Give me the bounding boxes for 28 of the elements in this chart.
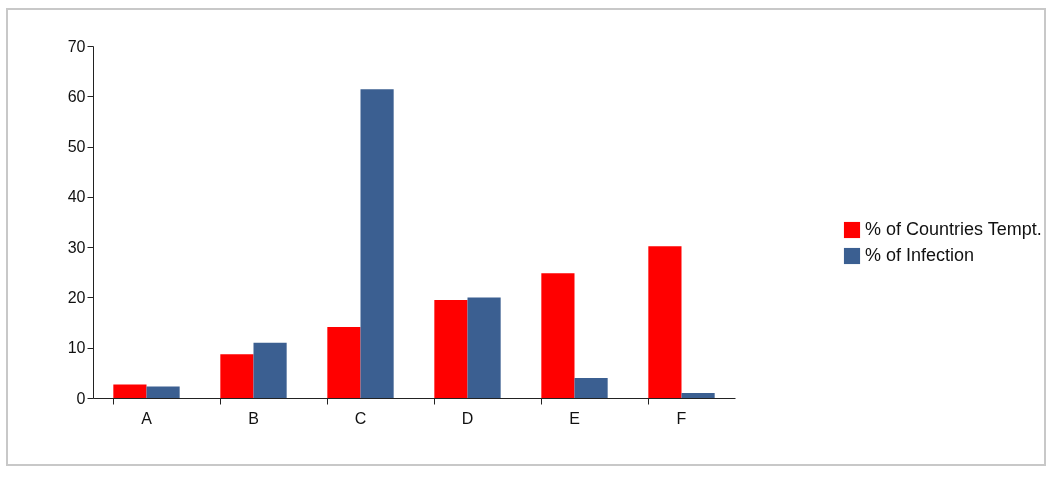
bar: [681, 392, 715, 398]
bar: [253, 342, 287, 398]
y-tick-label: 0: [76, 389, 86, 407]
y-tick-label: 50: [67, 138, 86, 156]
x-tick-label: C: [354, 409, 367, 427]
bar: [574, 377, 608, 398]
y-tick-label: 60: [67, 87, 86, 105]
bar: [467, 297, 501, 398]
x-tick-label: A: [141, 409, 153, 427]
bar: [113, 384, 147, 398]
x-tick-label: F: [676, 409, 687, 427]
bar: [146, 386, 180, 398]
legend-label: % of Countries Tempt.: [865, 219, 1042, 239]
bar: [648, 246, 682, 398]
y-tick-label: 20: [67, 288, 86, 306]
bar: [541, 273, 575, 398]
y-tick-label: 40: [67, 188, 86, 206]
bar: [327, 327, 361, 398]
y-tick-label: 30: [67, 238, 86, 256]
bar: [434, 299, 468, 398]
bar: [360, 89, 394, 398]
legend-label: % of Infection: [865, 245, 975, 265]
bar: [220, 354, 254, 398]
x-tick-label: B: [248, 409, 259, 427]
x-tick-label: D: [461, 409, 474, 427]
y-tick-label: 10: [67, 339, 86, 357]
x-tick-label: E: [569, 409, 580, 427]
y-tick-label: 70: [67, 37, 86, 55]
